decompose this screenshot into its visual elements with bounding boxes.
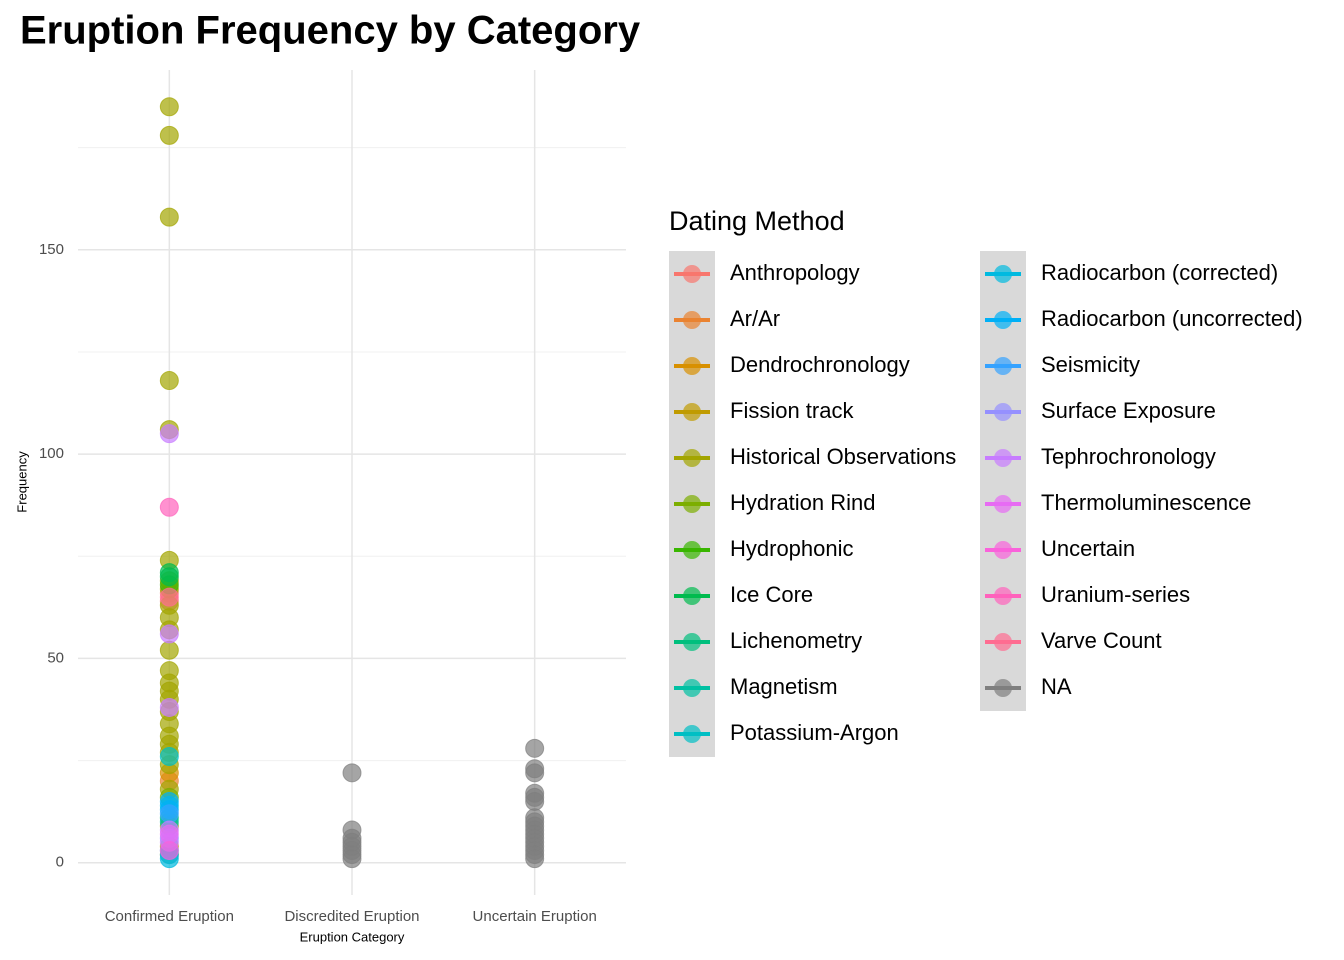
legend-key-point	[994, 265, 1012, 283]
legend-label: Potassium-Argon	[730, 720, 899, 745]
data-point	[159, 697, 179, 717]
y-tick-label: 50	[47, 649, 64, 666]
legend-label: Uncertain	[1041, 536, 1135, 561]
legend-key-point	[683, 403, 701, 421]
legend-label: Hydration Rind	[730, 490, 876, 515]
data-point	[525, 763, 545, 783]
legend-key-point	[994, 311, 1012, 329]
data-point	[159, 804, 179, 824]
y-tick-label: 0	[56, 854, 64, 871]
data-point	[159, 840, 179, 860]
legend-label: Hydrophonic	[730, 536, 854, 561]
data-point	[159, 640, 179, 660]
legend-key-point	[683, 449, 701, 467]
data-point	[159, 125, 179, 145]
legend-key-point	[994, 403, 1012, 421]
legend-label: Uranium-series	[1041, 582, 1190, 607]
data-point	[159, 567, 179, 587]
data-point	[159, 587, 179, 607]
data-point	[525, 791, 545, 811]
legend-key-point	[994, 541, 1012, 559]
legend-label: Radiocarbon (corrected)	[1041, 260, 1278, 285]
legend-label: Tephrochronology	[1041, 444, 1216, 469]
legend-key-point	[994, 495, 1012, 513]
y-tick-label: 100	[39, 445, 64, 462]
legend-label: Dendrochronology	[730, 352, 910, 377]
legend-key-point	[994, 357, 1012, 375]
legend-key-point	[683, 725, 701, 743]
data-point	[342, 849, 362, 869]
legend-label: Lichenometry	[730, 628, 862, 653]
legend-key-point	[994, 633, 1012, 651]
y-axis-title: Frequency	[14, 451, 29, 513]
x-tick-label: Uncertain Eruption	[473, 908, 597, 925]
data-point	[525, 738, 545, 758]
data-point	[159, 497, 179, 517]
legend-label: Historical Observations	[730, 444, 956, 469]
points	[159, 97, 545, 869]
legend: Anthropology Ar/Ar Dendrochronology Fission…	[669, 251, 1303, 757]
data-point	[159, 207, 179, 227]
data-point	[525, 849, 545, 869]
y-tick-label: 150	[39, 241, 64, 258]
data-point	[159, 97, 179, 117]
legend-label: Magnetism	[730, 674, 838, 699]
x-tick-label: Discredited Eruption	[284, 908, 419, 925]
legend-key-point	[994, 587, 1012, 605]
legend-label: Anthropology	[730, 260, 860, 285]
data-point	[159, 746, 179, 766]
x-tick-label: Confirmed Eruption	[105, 908, 234, 925]
data-point	[159, 424, 179, 444]
x-axis-title: Eruption Category	[300, 929, 405, 944]
legend-label: Ar/Ar	[730, 306, 780, 331]
legend-key-point	[683, 311, 701, 329]
legend-label: Thermoluminescence	[1041, 490, 1251, 515]
legend-key-point	[683, 679, 701, 697]
legend-title: Dating Method	[669, 206, 845, 236]
legend-key-point	[683, 633, 701, 651]
legend-key-point	[683, 265, 701, 283]
legend-key-point	[994, 449, 1012, 467]
data-point	[159, 624, 179, 644]
legend-label: Surface Exposure	[1041, 398, 1216, 423]
data-point	[342, 763, 362, 783]
data-point	[159, 824, 179, 844]
legend-label: Ice Core	[730, 582, 813, 607]
legend-key-point	[683, 541, 701, 559]
legend-label: Varve Count	[1041, 628, 1162, 653]
chart-title: Eruption Frequency by Category	[20, 9, 641, 53]
legend-label: Radiocarbon (uncorrected)	[1041, 306, 1303, 331]
legend-key-point	[683, 357, 701, 375]
legend-label: NA	[1041, 674, 1072, 699]
data-point	[159, 371, 179, 391]
legend-label: Seismicity	[1041, 352, 1140, 377]
legend-label: Fission track	[730, 398, 854, 423]
legend-key-point	[683, 587, 701, 605]
legend-key-point	[994, 679, 1012, 697]
legend-key-point	[683, 495, 701, 513]
